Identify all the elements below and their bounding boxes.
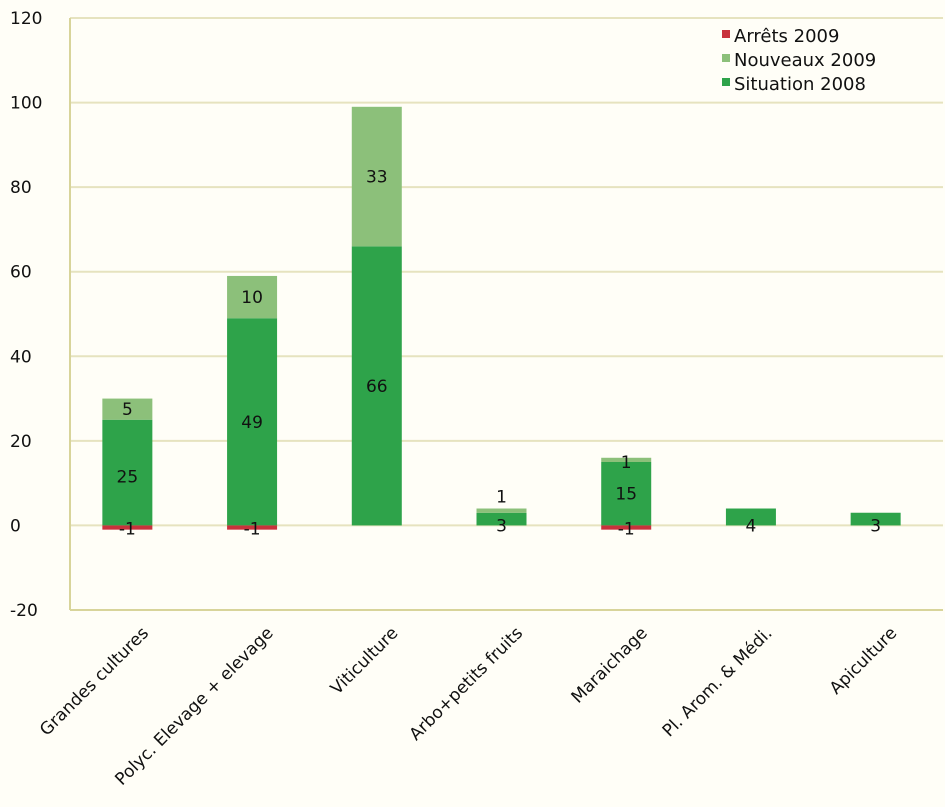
- data-label-situation-2008-polyc-elevage-elevage: 49: [241, 413, 263, 433]
- bar-nouveaux-2009-maraichage: [601, 457, 652, 462]
- bar-situation-2008-arbo-petits-fruits: [476, 512, 527, 526]
- data-label-nouveaux-2009-arbo-petits-fruits: 1: [496, 488, 507, 508]
- bar-nouveaux-2009-arbo-petits-fruits: [476, 508, 527, 513]
- data-label-situation-2008-apiculture: 3: [870, 516, 881, 536]
- data-label-nouveaux-2009-maraichage: 1: [621, 453, 632, 473]
- bar-nouveaux-2009-grandes-cultures: [102, 398, 153, 420]
- x-category-label-viticulture: Viticulture: [327, 623, 402, 698]
- legend: Arrêts 2009 Nouveaux 2009 Situation 2008: [722, 26, 876, 95]
- bar-situation-2008-viticulture: [351, 246, 402, 526]
- y-tick-label-20: 20: [10, 432, 32, 452]
- x-category-label-pl-arom-medi: Pl. Arom. & Médi.: [659, 623, 777, 741]
- data-label-situation-2008-arbo-petits-fruits: 3: [496, 516, 507, 536]
- bar-arrets-2009-maraichage: [601, 525, 652, 530]
- data-label-arrets-2009-maraichage: -1: [618, 519, 635, 539]
- data-label-nouveaux-2009-viticulture: 33: [366, 168, 388, 188]
- bar-arrets-2009-grandes-cultures: [102, 525, 153, 530]
- y-tick-label-120: 120: [10, 9, 42, 29]
- bar-nouveaux-2009-viticulture: [351, 106, 402, 247]
- bar-situation-2008-maraichage: [601, 462, 652, 526]
- x-category-label-arbo-petits-fruits: Arbo+petits fruits: [406, 623, 527, 744]
- data-label-arrets-2009-polyc-elevage-elevage: -1: [244, 519, 261, 539]
- legend-swatch-arrets-2009: [722, 30, 730, 38]
- x-category-label-grandes-cultures: Grandes cultures: [36, 623, 153, 740]
- legend-label-nouveaux-2009: Nouveaux 2009: [734, 50, 876, 71]
- data-label-nouveaux-2009-polyc-elevage-elevage: 10: [241, 288, 263, 308]
- bar-nouveaux-2009-polyc-elevage-elevage: [227, 275, 278, 319]
- bar-situation-2008-polyc-elevage-elevage: [227, 318, 278, 526]
- data-label-situation-2008-viticulture: 66: [366, 377, 388, 397]
- data-label-situation-2008-grandes-cultures: 25: [117, 468, 139, 488]
- bars: [102, 106, 901, 530]
- y-tick-label-0: 0: [10, 516, 21, 536]
- legend-label-situation-2008: Situation 2008: [734, 74, 866, 95]
- axes: [69, 18, 943, 611]
- y-tick-label-60: 60: [10, 263, 32, 283]
- y-tick-label-80: 80: [10, 178, 32, 198]
- bar-situation-2008-pl-arom-medi: [725, 508, 776, 526]
- data-label-nouveaux-2009-grandes-cultures: 5: [122, 400, 133, 420]
- y-tick-labels: -20 0 20 40 60 80 100 120: [10, 9, 42, 621]
- data-label-situation-2008-maraichage: 15: [615, 485, 637, 505]
- bar-arrets-2009-polyc-elevage-elevage: [227, 525, 278, 530]
- legend-label-arrets-2009: Arrêts 2009: [734, 26, 839, 47]
- y-tick-label--20: -20: [10, 601, 38, 621]
- bar-situation-2008-grandes-cultures: [102, 419, 153, 526]
- y-tick-label-100: 100: [10, 94, 42, 114]
- x-category-label-apiculture: Apiculture: [826, 623, 901, 698]
- y-tick-label-40: 40: [10, 347, 32, 367]
- legend-swatch-situation-2008: [722, 78, 730, 86]
- x-category-label-maraichage: Maraichage: [568, 623, 652, 707]
- bar-situation-2008-apiculture: [850, 512, 901, 526]
- gridlines: [70, 17, 943, 527]
- data-label-arrets-2009-grandes-cultures: -1: [119, 519, 136, 539]
- data-label-situation-2008-pl-arom-medi: 4: [746, 516, 757, 536]
- legend-swatch-nouveaux-2009: [722, 54, 730, 62]
